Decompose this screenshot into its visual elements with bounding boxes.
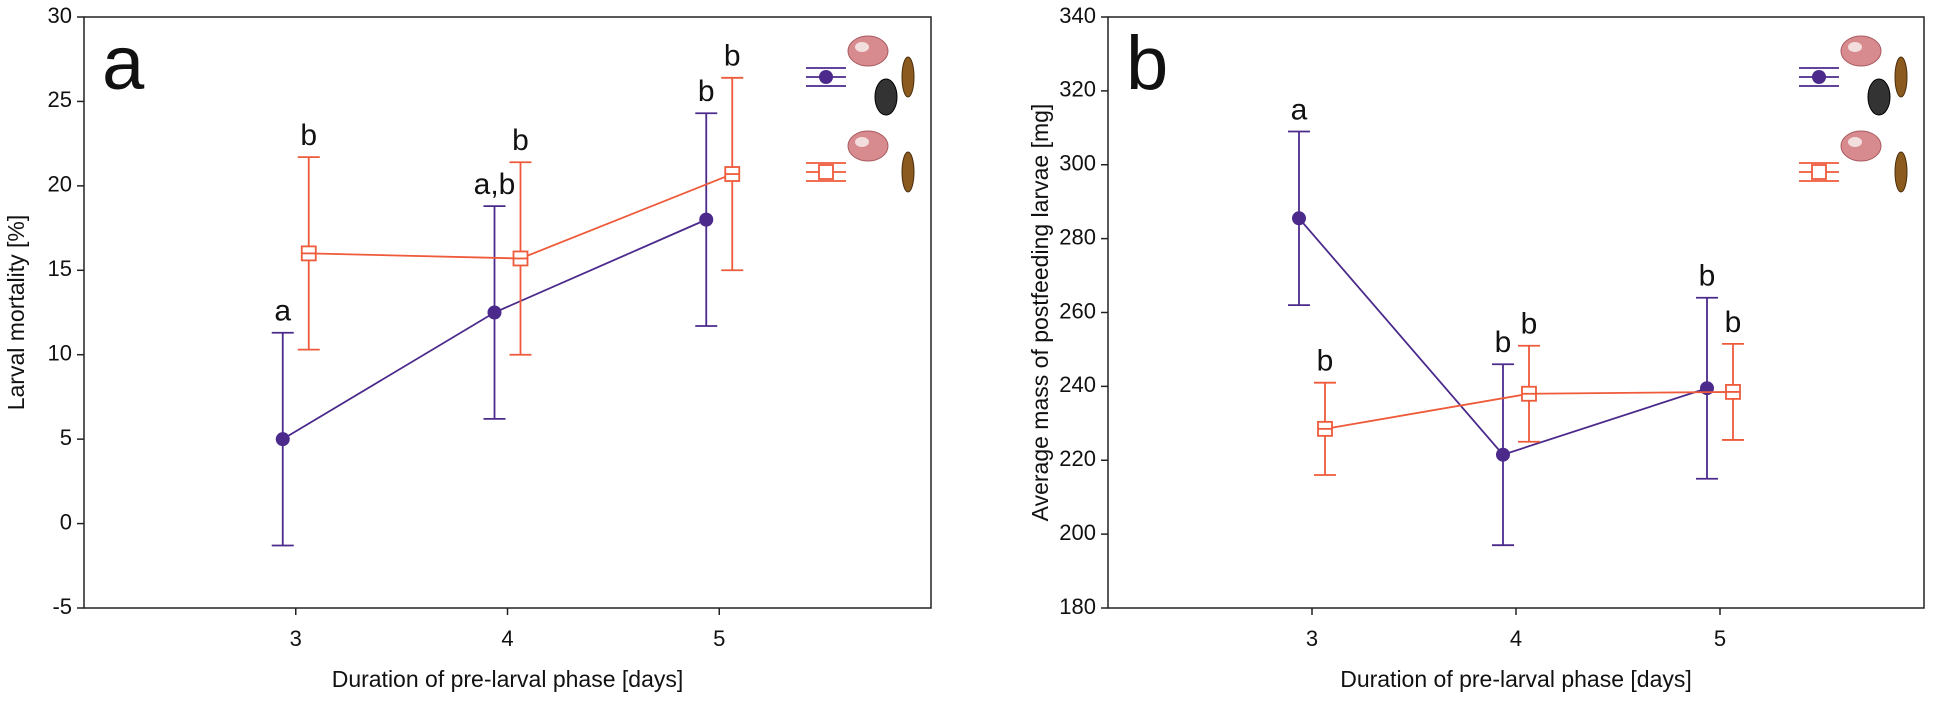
significance-letter: b	[1317, 345, 1334, 378]
legend-marker	[1812, 70, 1826, 84]
y-axis-label: Average mass of postfeeding larvae [mg]	[1027, 104, 1053, 522]
significance-letter: b	[1495, 326, 1512, 359]
x-tick-label: 5	[1714, 626, 1726, 651]
significance-letter: b	[1699, 260, 1716, 293]
point	[487, 305, 502, 320]
y-tick-label: 260	[1059, 298, 1096, 323]
significance-letter: b	[512, 124, 529, 157]
panel-label: a	[102, 21, 145, 106]
y-tick-label: 280	[1059, 224, 1096, 249]
legend-marker	[819, 70, 833, 84]
significance-letter: b	[1725, 306, 1742, 339]
meat-fat	[855, 42, 869, 52]
y-tick-label: 180	[1059, 594, 1096, 619]
panel: 180 200 220 240 260 280 300 320 340 3 4 5 Duration o…	[1027, 3, 1925, 692]
y-tick-label: 220	[1059, 446, 1096, 471]
legend-item	[806, 35, 915, 116]
y-tick-label: 320	[1059, 77, 1096, 102]
x-tick-label: 3	[290, 626, 302, 651]
meat-icon	[847, 130, 889, 162]
x-tick-label: 4	[501, 626, 513, 651]
significance-letter: a	[274, 295, 291, 328]
y-tick-label: 300	[1059, 151, 1096, 176]
y-axis-label: Larval mortality [%]	[3, 215, 29, 411]
significance-letter: b	[300, 119, 317, 152]
significance-letter: a,b	[474, 168, 516, 201]
point	[1496, 447, 1510, 462]
beetle-icon	[1867, 78, 1891, 116]
point	[1292, 211, 1306, 226]
point	[724, 166, 741, 182]
plot-frame	[1107, 16, 1925, 609]
significance-letter: b	[724, 40, 741, 73]
panel: -5 0 5 10 15 20 25 30 3 4 5 Duration of pre-larval …	[3, 3, 932, 692]
point	[300, 245, 317, 262]
significance-letter: b	[1521, 308, 1538, 341]
point	[1521, 385, 1537, 402]
y-tick-label: 20	[48, 172, 72, 197]
legend-item	[1799, 130, 1908, 193]
point	[1725, 384, 1741, 400]
y-tick-label: 25	[48, 87, 72, 112]
legend-item	[806, 130, 915, 193]
y-tick-label: 0	[60, 509, 72, 534]
beetle-icon	[874, 78, 898, 116]
x-axis-label: Duration of pre-larval phase [days]	[1340, 666, 1692, 692]
legend-item	[1799, 35, 1908, 116]
x-tick-label: 5	[713, 626, 725, 651]
legend-marker	[1811, 164, 1827, 180]
meat-icon	[847, 35, 889, 67]
y-tick-label: 10	[48, 341, 72, 366]
larva-icon	[901, 151, 915, 193]
point	[275, 432, 290, 447]
meat-fat	[855, 137, 869, 147]
meat-icon	[1840, 35, 1882, 67]
larva-icon	[1894, 151, 1908, 193]
panel-label: b	[1126, 21, 1168, 106]
y-tick-label: 240	[1059, 372, 1096, 397]
significance-letter: a	[1291, 93, 1308, 126]
y-tick-label: 30	[48, 3, 72, 28]
point	[1700, 381, 1714, 396]
plot-frame	[83, 16, 932, 609]
larva-icon	[901, 56, 915, 98]
point	[699, 212, 714, 227]
legend-marker	[818, 164, 834, 180]
meat-icon	[1840, 130, 1882, 162]
point	[512, 250, 529, 267]
y-tick-label: 200	[1059, 520, 1096, 545]
x-axis-label: Duration of pre-larval phase [days]	[332, 666, 684, 692]
meat-fat	[1848, 137, 1862, 147]
point	[1317, 420, 1333, 437]
x-tick-label: 3	[1306, 626, 1318, 651]
meat-fat	[1848, 42, 1862, 52]
x-tick-label: 4	[1510, 626, 1522, 651]
larva-icon	[1894, 56, 1908, 98]
y-tick-label: 15	[48, 256, 72, 281]
y-tick-label: 5	[60, 425, 72, 450]
y-tick-label: 340	[1059, 3, 1096, 28]
significance-letter: b	[698, 75, 715, 108]
y-tick-label: -5	[52, 594, 72, 619]
